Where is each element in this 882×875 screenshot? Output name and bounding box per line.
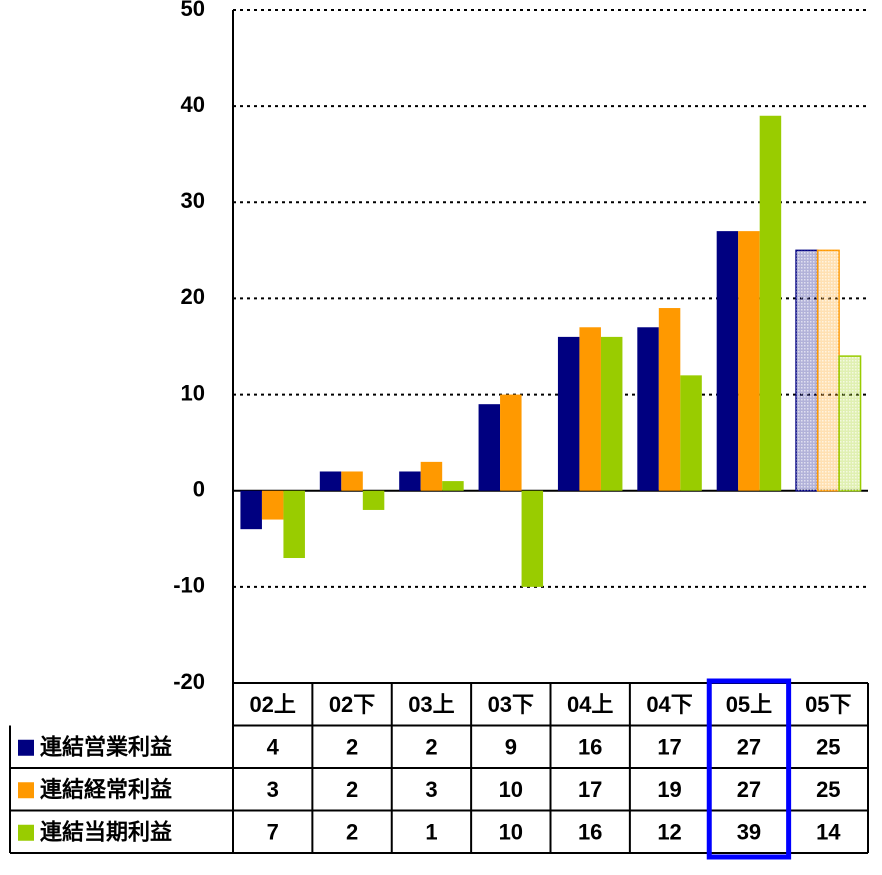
x-tick-label: 02上	[249, 692, 295, 717]
bar	[341, 471, 363, 491]
table-value: 27	[737, 777, 761, 802]
bar-pattern	[796, 250, 818, 491]
table-value: 2	[346, 735, 358, 760]
table-value: 17	[578, 777, 602, 802]
bar	[759, 115, 782, 491]
table-value: 3	[425, 777, 437, 802]
bar	[557, 336, 580, 491]
bar	[362, 490, 385, 510]
table-value: 39	[737, 820, 761, 845]
y-tick-label: 10	[181, 380, 205, 405]
legend-label: 連結当期利益	[40, 820, 172, 845]
x-tick-label: 04上	[567, 692, 613, 717]
bar	[283, 490, 305, 559]
legend-swatch	[18, 824, 34, 841]
y-tick-label: -20	[173, 669, 205, 694]
bar	[658, 308, 681, 491]
table-value: 9	[505, 735, 517, 760]
legend-label: 連結経常利益	[40, 777, 172, 802]
y-tick-label: 0	[193, 477, 205, 502]
table-value: 3	[267, 777, 279, 802]
bar	[319, 471, 342, 491]
x-tick-label: 02下	[329, 692, 375, 717]
legend-swatch	[18, 782, 34, 799]
table-value: 16	[578, 735, 602, 760]
x-tick-label: 04下	[646, 692, 692, 717]
table-value: 7	[267, 820, 279, 845]
bar	[240, 490, 262, 530]
bar	[420, 461, 443, 491]
table-value: 25	[816, 735, 840, 760]
bar-pattern	[839, 356, 861, 491]
y-tick-label: 50	[181, 0, 205, 21]
y-tick-label: 40	[181, 92, 205, 117]
bar	[716, 231, 739, 491]
bar	[478, 404, 501, 491]
y-tick-label: 20	[181, 284, 205, 309]
x-tick-label: 05下	[805, 692, 851, 717]
x-tick-label: 03下	[488, 692, 534, 717]
bar	[579, 327, 601, 491]
table-value: 4	[267, 735, 280, 760]
bar	[738, 231, 760, 491]
bar	[399, 471, 421, 491]
x-tick-label: 05上	[726, 692, 772, 717]
bar	[521, 490, 544, 587]
table-value: 16	[578, 820, 602, 845]
legend-label: 連結営業利益	[40, 735, 172, 760]
bar	[637, 327, 659, 491]
table-value: 19	[657, 777, 681, 802]
table-value: 17	[657, 735, 681, 760]
table-value: 2	[346, 777, 358, 802]
y-tick-label: 30	[181, 188, 205, 213]
table-value: 10	[499, 777, 523, 802]
bar-pattern	[817, 250, 840, 491]
table-value: 10	[499, 820, 523, 845]
x-tick-label: 03上	[408, 692, 454, 717]
table-value: 25	[816, 777, 840, 802]
table-value: 2	[425, 735, 437, 760]
highlight-box	[706, 678, 792, 860]
y-tick-label: -10	[173, 573, 205, 598]
table-value: 27	[737, 735, 761, 760]
table-value: 12	[657, 820, 681, 845]
table-value: 14	[816, 820, 841, 845]
table-value: 1	[425, 820, 437, 845]
bar	[442, 481, 464, 491]
table-value: 2	[346, 820, 358, 845]
bar	[500, 394, 522, 491]
legend-swatch	[18, 739, 34, 756]
bar	[261, 490, 284, 520]
bar	[680, 375, 702, 491]
bar	[600, 336, 623, 491]
